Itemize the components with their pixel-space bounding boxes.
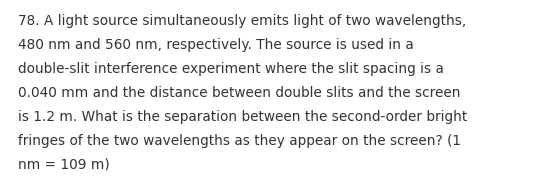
Text: 480 nm and 560 nm, respectively. The source is used in a: 480 nm and 560 nm, respectively. The sou… [18, 38, 413, 52]
Text: nm = 109 m): nm = 109 m) [18, 158, 110, 172]
Text: fringes of the two wavelengths as they appear on the screen? (1: fringes of the two wavelengths as they a… [18, 134, 461, 148]
Text: 78. A light source simultaneously emits light of two wavelengths,: 78. A light source simultaneously emits … [18, 14, 466, 28]
Text: double-slit interference experiment where the slit spacing is a: double-slit interference experiment wher… [18, 62, 444, 76]
Text: is 1.2 m. What is the separation between the second-order bright: is 1.2 m. What is the separation between… [18, 110, 467, 124]
Text: 0.040 mm and the distance between double slits and the screen: 0.040 mm and the distance between double… [18, 86, 460, 100]
